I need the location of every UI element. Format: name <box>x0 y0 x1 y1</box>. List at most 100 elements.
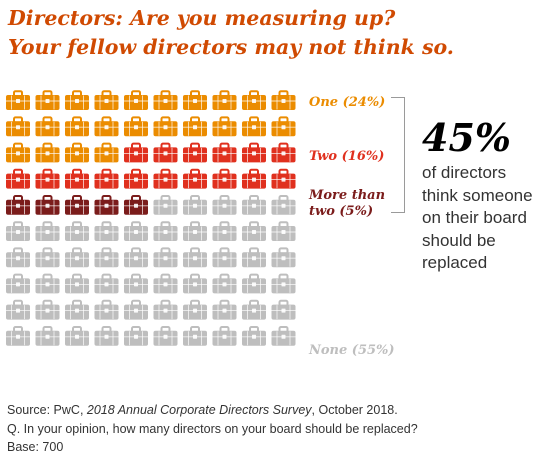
briefcase-icon-one <box>124 90 148 110</box>
briefcase-icon-one <box>65 116 89 137</box>
briefcase-icon-none <box>35 247 60 268</box>
briefcase-icon-none <box>35 326 60 346</box>
briefcase-icon-two <box>183 142 207 163</box>
briefcase-icon-one <box>124 116 148 137</box>
briefcase-icon-none <box>242 326 266 346</box>
title-line-2: Your fellow directors may not think so. <box>8 35 454 59</box>
briefcase-icon-none <box>242 299 266 320</box>
briefcase-icon-two <box>271 142 296 163</box>
source-line: Source: PwC, 2018 Annual Corporate Direc… <box>7 401 418 420</box>
title-line-1: Directors: Are you measuring up? <box>8 6 396 30</box>
briefcase-icon-none <box>153 273 178 294</box>
briefcase-icon-more-than-two <box>65 195 89 215</box>
label-one: One (24%) <box>309 95 385 111</box>
briefcase-icon-none <box>212 221 237 241</box>
briefcase-icon-none <box>6 221 30 241</box>
briefcase-icon-none <box>124 299 148 320</box>
callout-line-2: think someone <box>422 185 533 205</box>
survey-question: Q. In your opinion, how many directors o… <box>7 421 418 436</box>
briefcase-icon-two <box>153 168 178 189</box>
briefcase-icon-one <box>212 90 237 110</box>
source-prefix: Source: PwC, <box>7 403 87 417</box>
briefcase-icon-one <box>183 116 207 137</box>
briefcase-icon-none <box>6 326 30 346</box>
briefcase-icon-none <box>124 247 148 268</box>
briefcase-icon-none <box>65 247 89 268</box>
briefcase-icon-two <box>271 168 296 189</box>
briefcase-icon-none <box>183 221 207 241</box>
briefcase-icon-none <box>153 221 178 241</box>
briefcase-icon-one <box>6 116 30 137</box>
briefcase-icon-none <box>35 221 60 241</box>
label-none-text: None (55%) <box>309 343 395 358</box>
briefcase-icon-none <box>6 299 30 320</box>
survey-base: Base: 700 <box>7 440 64 454</box>
briefcase-icon-two <box>183 168 207 189</box>
briefcase-icon-one <box>94 142 119 163</box>
briefcase-icon-none <box>94 247 119 268</box>
briefcase-icon-more-than-two <box>6 195 30 215</box>
briefcase-icon-two <box>6 168 30 189</box>
briefcase-icon-none <box>212 247 237 268</box>
briefcase-icon-one <box>65 142 89 163</box>
briefcase-icon-more-than-two <box>94 195 119 215</box>
briefcase-icon-none <box>183 247 207 268</box>
briefcase-icon-none <box>212 195 237 215</box>
briefcase-icon-none <box>94 299 119 320</box>
label-none: None (55%) <box>309 343 395 359</box>
chart-title: Directors: Are you measuring up? Your fe… <box>8 4 454 62</box>
source-suffix: , October 2018. <box>311 403 398 417</box>
briefcase-icon-none <box>94 326 119 346</box>
briefcase-icon-none <box>242 247 266 268</box>
briefcase-icon-none <box>271 195 296 215</box>
label-more-than-two-line-1: More than <box>309 188 386 203</box>
briefcase-waffle-grid <box>6 90 296 346</box>
briefcase-icon-none <box>65 326 89 346</box>
briefcase-icon-one <box>271 116 296 137</box>
briefcase-icon-none <box>271 299 296 320</box>
briefcase-icon-one <box>242 90 266 110</box>
briefcase-icon-none <box>153 299 178 320</box>
briefcase-icon-one <box>153 90 178 110</box>
briefcase-icon-two <box>124 168 148 189</box>
callout-description: of directors think someone on their boar… <box>422 162 552 275</box>
callout-bracket <box>391 97 405 213</box>
briefcase-icon-none <box>153 247 178 268</box>
briefcase-icon-none <box>212 326 237 346</box>
label-more-than-two-line-2: two (5%) <box>309 204 374 219</box>
briefcase-icon-none <box>271 273 296 294</box>
briefcase-icon-two <box>124 142 148 163</box>
callout-line-5: replaced <box>422 253 488 272</box>
briefcase-icon-none <box>6 273 30 294</box>
source-note: Source: PwC, 2018 Annual Corporate Direc… <box>7 401 418 457</box>
label-two: Two (16%) <box>309 149 384 165</box>
briefcase-icon-none <box>242 195 266 215</box>
briefcase-icon-more-than-two <box>124 195 148 215</box>
callout-line-3: on their board <box>422 208 527 227</box>
briefcase-icon-none <box>153 326 178 346</box>
briefcase-icon-none <box>212 273 237 294</box>
briefcase-icon-one <box>242 116 266 137</box>
briefcase-icon-one <box>153 116 178 137</box>
briefcase-icon-none <box>94 273 119 294</box>
briefcase-icon-one <box>183 90 207 110</box>
briefcase-icon-none <box>124 273 148 294</box>
briefcase-icon-none <box>6 247 30 268</box>
briefcase-icon-none <box>153 195 178 215</box>
briefcase-icon-two <box>212 168 237 189</box>
briefcase-icon-none <box>65 273 89 294</box>
briefcase-icon-none <box>242 221 266 241</box>
briefcase-icon-none <box>212 299 237 320</box>
label-one-text: One (24%) <box>309 95 386 110</box>
briefcase-icon-one <box>6 90 30 110</box>
briefcase-icon-none <box>124 221 148 241</box>
briefcase-icon-none <box>65 221 89 241</box>
label-two-text: Two (16%) <box>309 149 385 164</box>
briefcase-icon-none <box>65 299 89 320</box>
callout-line-4: should be <box>422 230 496 250</box>
source-survey-name: 2018 Annual Corporate Directors Survey <box>86 403 312 417</box>
briefcase-icon-none <box>271 221 296 241</box>
briefcase-icon-two <box>94 168 119 189</box>
briefcase-icon-none <box>35 273 60 294</box>
briefcase-icon-none <box>35 299 60 320</box>
